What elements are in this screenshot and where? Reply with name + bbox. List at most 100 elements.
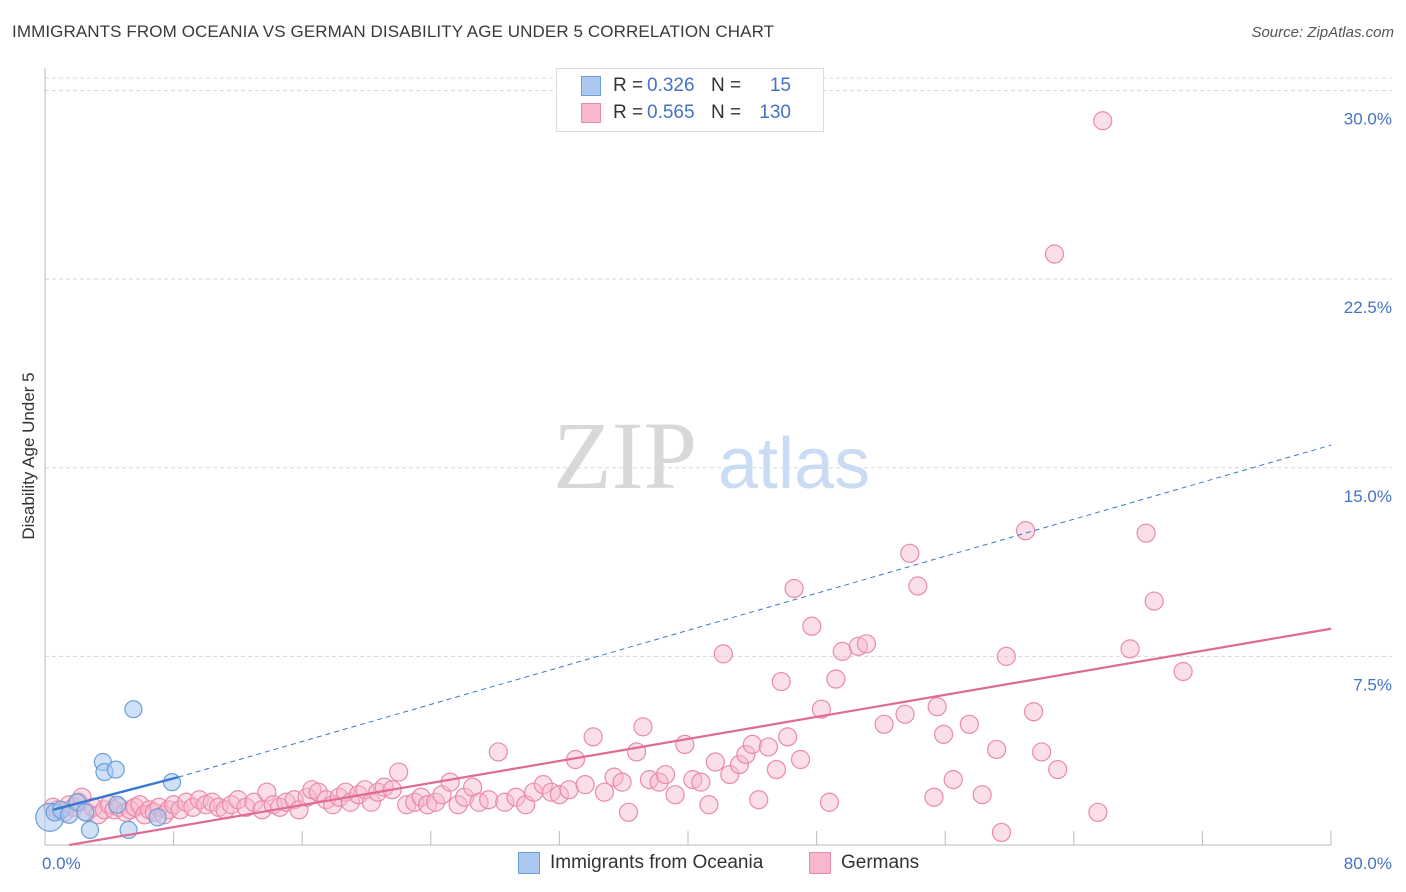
chart-title: IMMIGRANTS FROM OCEANIA VS GERMAN DISABI…	[12, 22, 775, 41]
germans-point	[811, 699, 832, 719]
germans-point	[924, 787, 944, 807]
germans-point	[720, 764, 740, 785]
germans-point	[1044, 244, 1065, 264]
series-label-germans: Germans	[841, 852, 920, 873]
germans-point	[1173, 661, 1193, 682]
grid-layer	[45, 77, 1392, 657]
watermark: ZIP atlas	[553, 402, 870, 509]
trend-lines	[52, 444, 1332, 847]
germans-point	[705, 752, 725, 772]
legend-r-label: R =	[613, 102, 644, 123]
germans-point	[742, 734, 762, 755]
germans-point	[736, 744, 756, 765]
germans-point	[987, 739, 1007, 760]
germans-point	[778, 727, 798, 747]
germans-point	[655, 764, 676, 785]
germans-point	[257, 782, 277, 802]
germans-point	[1032, 742, 1052, 762]
germans-point	[683, 770, 703, 790]
germans-point	[874, 714, 894, 734]
series-label-oceania: Immigrants from Oceania	[550, 852, 764, 873]
germans-point	[790, 749, 811, 770]
germans-point	[895, 704, 915, 724]
germans-point	[1088, 802, 1108, 822]
legend-n-label: N =	[711, 75, 742, 96]
legend-swatch-germans	[581, 103, 601, 123]
germans-point	[856, 634, 877, 654]
germans-point	[933, 724, 954, 744]
legend-r-value: 0.565	[647, 102, 695, 123]
legend-swatch-oceania	[581, 76, 601, 96]
germans-point	[848, 636, 868, 656]
x-tick-label: 0.0%	[42, 854, 81, 873]
y-axis-label: Disability Age Under 5	[19, 372, 38, 539]
legend-row-germans: R = 0.565 N = 130	[581, 102, 791, 124]
germans-point	[1120, 639, 1140, 659]
oceania-point	[106, 760, 125, 779]
series-legend-oceania[interactable]: Immigrants from Oceania	[518, 852, 763, 874]
germans-point	[959, 714, 979, 734]
germans-point	[729, 754, 750, 775]
germans-point	[618, 802, 639, 822]
germans-point	[488, 742, 508, 762]
germans-point	[440, 772, 460, 792]
germans-point	[1024, 702, 1044, 722]
germans-point	[691, 772, 711, 792]
germans-point	[633, 717, 653, 737]
germans-point	[575, 775, 595, 795]
x-tick-label: 80.0%	[1344, 854, 1392, 873]
oceania-point	[148, 808, 167, 827]
germans-point	[758, 737, 778, 757]
legend-n-value: 15	[769, 75, 791, 96]
legend-n-value: 130	[759, 102, 791, 123]
stats-legend: R = 0.326 N = 15 R = 0.565 N = 130	[556, 68, 824, 132]
germans-point	[784, 578, 804, 599]
germans-point	[454, 787, 475, 807]
germans-point	[533, 775, 553, 795]
germans-point	[802, 616, 822, 636]
oceania-trend-extension	[178, 444, 1332, 778]
germans-point	[771, 671, 791, 692]
germans-point	[943, 770, 963, 790]
oceania-point	[80, 820, 100, 840]
y-tick-label: 30.0%	[1344, 110, 1392, 129]
germans-point	[900, 543, 920, 563]
germans-point	[766, 759, 787, 780]
germans-point	[221, 795, 242, 815]
series-swatch-germans	[809, 852, 831, 874]
germans-point	[479, 790, 499, 810]
germans-point	[908, 576, 928, 596]
germans-point	[1144, 591, 1164, 611]
oceania-trend-line	[52, 775, 179, 811]
axis-layer	[44, 68, 1332, 846]
germans-point	[1015, 521, 1036, 541]
germans-point	[506, 787, 526, 807]
germans-point	[411, 787, 431, 807]
germans-point	[495, 792, 515, 812]
germans-point	[244, 792, 264, 812]
source-label: Source: ZipAtlas.com	[1251, 24, 1394, 41]
germans-point	[699, 795, 719, 815]
axis-labels: 7.5% 15.0% 22.5% 30.0% 0.0% 80.0% Disability A…	[19, 110, 1392, 873]
legend-n-label: N =	[711, 102, 742, 123]
germans-point	[713, 644, 733, 664]
germans-point	[819, 792, 840, 812]
germans-point	[583, 727, 603, 747]
oceania-point	[124, 700, 143, 719]
germans-point	[832, 641, 852, 661]
series-legend: Immigrants from Oceania Germans	[0, 852, 1406, 878]
germans-point	[996, 646, 1016, 666]
germans-point	[594, 782, 615, 802]
germans-point	[972, 785, 992, 805]
germans-point	[1136, 523, 1156, 543]
series-legend-germans[interactable]: Germans	[809, 852, 919, 874]
germans-point	[991, 822, 1012, 843]
germans-point	[665, 785, 685, 805]
germans-point	[417, 795, 438, 815]
germans-point	[826, 669, 846, 689]
germans-point	[1048, 759, 1068, 780]
oceania-point	[108, 795, 127, 814]
watermark-zip: ZIP	[553, 402, 697, 509]
germans-point	[612, 772, 632, 792]
germans-point	[549, 785, 570, 805]
